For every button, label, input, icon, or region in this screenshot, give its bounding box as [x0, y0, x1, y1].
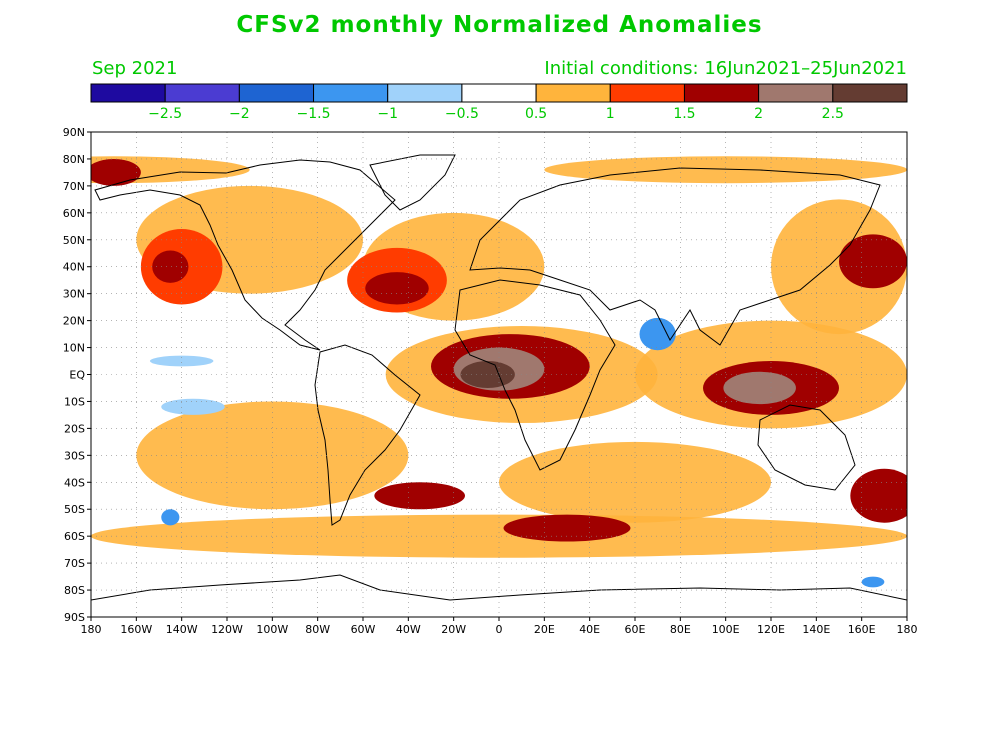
longitude-label: 160E	[848, 623, 876, 636]
coastline-greenland	[369, 154, 456, 211]
coastline-australia	[757, 404, 856, 491]
longitude-label: 120E	[757, 623, 785, 636]
colorbar-swatch	[164, 83, 240, 103]
latitude-label: 50N	[63, 234, 85, 247]
anomaly-region-s-atlantic-40s	[374, 482, 465, 510]
colorbar-tick-label: 1.5	[673, 106, 695, 122]
colorbar-swatch	[683, 83, 760, 103]
longitude-label: 80W	[305, 623, 330, 636]
latitude-label: 10N	[63, 342, 85, 355]
anomaly-region-sw-pacific-45s	[850, 468, 907, 523]
colorbar-swatch	[535, 83, 611, 103]
anomaly-region-arctic-band	[91, 158, 141, 186]
negative-region-s-pacific-50s	[161, 509, 180, 526]
colorbar-tick-label: 1	[606, 106, 615, 122]
coastline-north-america	[94, 159, 396, 351]
colorbar-tick-label: 2.5	[822, 106, 844, 122]
valid-month-label: Sep 2021	[92, 58, 178, 79]
longitude-label: 40E	[579, 623, 600, 636]
colorbar-tick-label: −1.5	[297, 106, 331, 122]
longitude-label: 20E	[534, 623, 555, 636]
initial-conditions-label: Initial conditions: 16Jun2021–25Jun2021	[544, 58, 907, 79]
graticule	[91, 132, 907, 617]
colorbar-swatch	[313, 83, 389, 103]
latitude-label: 60S	[64, 530, 85, 543]
longitude-label: 80E	[670, 623, 691, 636]
anomaly-region-n-atlantic-core	[365, 272, 429, 305]
colorbar-tick-label: 2	[754, 106, 763, 122]
latitude-label: 20N	[63, 315, 85, 328]
negative-region-antarctic-ross	[861, 576, 885, 588]
latitude-label: 30S	[64, 449, 85, 462]
colorbar-tick-label: −2.5	[148, 106, 182, 122]
colorbar-swatch	[609, 83, 685, 103]
longitude-label: 140W	[166, 623, 198, 636]
longitude-label: 60E	[625, 623, 646, 636]
negative-region-e-pacific-5n	[149, 355, 214, 367]
latitude-label: 10S	[64, 395, 85, 408]
longitude-labels: 180 160W 140W 120W 100W 80W 60W 40W 20W 0 20E 40E 60…	[81, 617, 918, 636]
colorbar	[90, 83, 908, 103]
longitude-label: 160W	[120, 623, 152, 636]
coastline-antarctica	[91, 574, 907, 601]
colorbar-swatch	[758, 83, 834, 103]
longitude-label: 140E	[802, 623, 830, 636]
colorbar-labels: −2.5 −2 −1.5 −1 −0.5 0.5 1 1.5 2 2.5	[148, 106, 844, 122]
colorbar-tick-label: −1	[377, 106, 398, 122]
colorbar-swatch	[461, 83, 537, 103]
anomaly-region-nw-pacific	[839, 234, 907, 289]
longitude-label: 180	[897, 623, 918, 636]
latitude-label: 70N	[63, 180, 85, 193]
coastline-africa	[454, 279, 616, 471]
anomaly-region-maritime-core	[723, 371, 796, 405]
longitude-label: 0	[496, 623, 503, 636]
latitude-label: 80S	[64, 584, 85, 597]
coastline-eurasia	[469, 167, 881, 346]
latitude-label: 20S	[64, 422, 85, 435]
latitude-label: 40S	[64, 476, 85, 489]
latitude-label: EQ	[69, 369, 85, 382]
coastline-south-america	[314, 344, 421, 526]
colorbar-swatch	[387, 83, 463, 103]
coastlines	[91, 154, 907, 601]
colorbar-swatch	[832, 83, 908, 103]
colorbar-tick-label: −2	[229, 106, 250, 122]
colorbar-tick-label: 0.5	[525, 106, 547, 122]
negative-region-india-arabian	[639, 317, 676, 351]
latitude-labels: 90N 80N 70N 60N 50N 40N 30N 20N 10N EQ 10S 20S 30S 40…	[63, 126, 91, 624]
anomaly-region-ne-pacific-core	[152, 250, 189, 283]
longitude-label: 100E	[712, 623, 740, 636]
longitude-label: 60W	[351, 623, 376, 636]
colorbar-tick-label: −0.5	[445, 106, 479, 122]
longitude-label: 180	[81, 623, 102, 636]
anomaly-region-s-indian-55s	[503, 514, 631, 542]
latitude-label: 50S	[64, 503, 85, 516]
latitude-label: 30N	[63, 288, 85, 301]
colorbar-swatch	[238, 83, 315, 103]
map-title: CFSv2 monthly Normalized Anomalies	[236, 12, 763, 38]
latitude-label: 90S	[64, 611, 85, 624]
latitude-label: 70S	[64, 557, 85, 570]
longitude-label: 120W	[211, 623, 243, 636]
anomaly-shading	[91, 132, 907, 617]
latitude-label: 80N	[63, 153, 85, 166]
longitude-label: 20W	[441, 623, 466, 636]
latitude-label: 60N	[63, 207, 85, 220]
latitude-label: 40N	[63, 261, 85, 274]
longitude-label: 40W	[396, 623, 421, 636]
longitude-label: 100W	[256, 623, 288, 636]
latitude-label: 90N	[63, 126, 85, 139]
colorbar-swatch	[90, 83, 166, 103]
negative-region-s-pacific-10s	[161, 398, 225, 415]
